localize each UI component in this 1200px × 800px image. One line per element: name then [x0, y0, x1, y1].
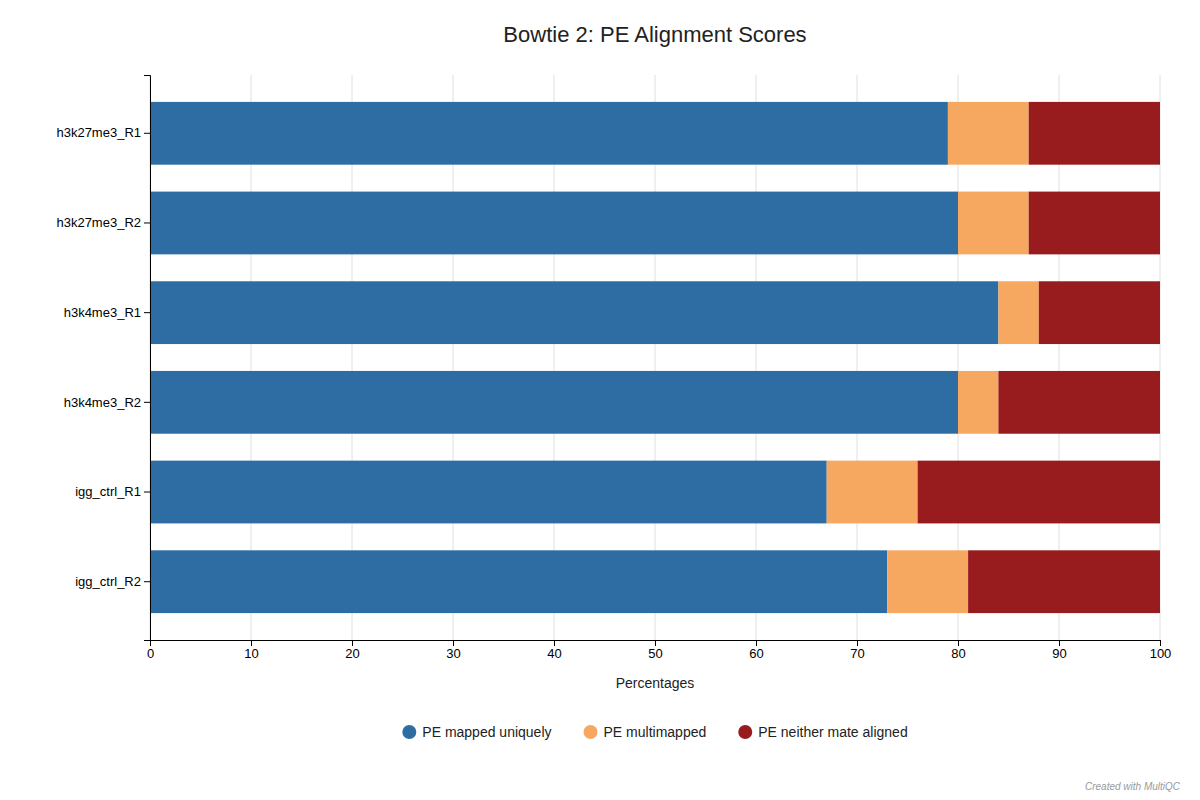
series-bars [150, 102, 998, 613]
bar [1029, 192, 1160, 255]
bar [150, 371, 958, 434]
x-tick-mark [857, 640, 858, 646]
x-tick-label: 100 [1150, 646, 1172, 661]
y-tick-mark [144, 222, 150, 223]
bar [998, 281, 1038, 344]
x-tick-label: 60 [749, 646, 763, 661]
x-tick: 60 [749, 640, 763, 661]
x-tick-mark [352, 640, 353, 646]
legend-item: PE neither mate aligned [738, 724, 907, 740]
chart-svg: 0102030405060708090100h3k27me3_R1h3k27me… [0, 0, 1200, 800]
bar [958, 371, 998, 434]
y-tick-label: h3k27me3_R2 [56, 215, 141, 230]
legend-label: PE mapped uniquely [422, 724, 551, 740]
chart-container: 0102030405060708090100h3k27me3_R1h3k27me… [0, 0, 1200, 800]
x-tick-mark [1160, 640, 1161, 646]
y-tick-label: h3k27me3_R1 [56, 125, 141, 140]
legend-swatch [738, 725, 752, 739]
bar [150, 550, 887, 613]
series-bars [827, 102, 1039, 613]
y-tick: igg_ctrl_R2 [75, 574, 150, 589]
y-tick: igg_ctrl_R1 [75, 484, 150, 499]
y-tick: h3k27me3_R1 [56, 125, 150, 140]
legend-label: PE multimapped [604, 724, 707, 740]
x-tick: 100 [1150, 640, 1172, 661]
bars [150, 102, 1160, 613]
x-tick-mark [756, 640, 757, 646]
legend-swatch [402, 725, 416, 739]
legend-swatch [584, 725, 598, 739]
y-tick-label: igg_ctrl_R2 [75, 574, 141, 589]
x-tick: 50 [648, 640, 662, 661]
legend-item: PE mapped uniquely [402, 724, 551, 740]
x-tick-label: 30 [446, 646, 460, 661]
y-tick-mark [144, 312, 150, 313]
bar [150, 281, 998, 344]
y-tick-label: igg_ctrl_R1 [75, 484, 141, 499]
y-tick: h3k27me3_R2 [56, 215, 150, 230]
bar [1029, 102, 1160, 165]
bar [918, 461, 1160, 524]
legend: PE mapped uniquely PE multimapped PE neith… [402, 724, 907, 740]
x-axis-line [151, 641, 1161, 647]
bar [948, 102, 1029, 165]
x-axis: 0 10 20 30 40 50 60 70 80 90 100 [147, 640, 1171, 661]
x-tick: 10 [244, 640, 258, 661]
bar [887, 550, 968, 613]
x-tick-mark [958, 640, 959, 646]
x-tick-mark [251, 640, 252, 646]
x-tick: 20 [345, 640, 359, 661]
y-tick-mark [144, 133, 150, 134]
series-bars [918, 102, 1160, 613]
y-axis-line [144, 76, 151, 641]
legend-label: PE neither mate aligned [758, 724, 907, 740]
x-tick-label: 90 [1052, 646, 1066, 661]
title: Bowtie 2: PE Alignment Scores [503, 22, 806, 47]
x-tick: 40 [547, 640, 561, 661]
x-tick-label: 10 [244, 646, 258, 661]
x-tick-label: 20 [345, 646, 359, 661]
x-tick: 70 [850, 640, 864, 661]
x-tick-mark [554, 640, 555, 646]
bar [150, 461, 827, 524]
x-axis-label: Percentages [616, 675, 695, 691]
y-tick-mark [144, 402, 150, 403]
x-tick-label: 70 [850, 646, 864, 661]
grid [150, 75, 1160, 640]
x-tick: 0 [147, 640, 154, 661]
x-tick-mark [1059, 640, 1060, 646]
x-tick-label: 80 [951, 646, 965, 661]
bar [958, 192, 1029, 255]
y-axis: h3k27me3_R1 h3k27me3_R2 h3k4me3_R1 h3k4me3_… [56, 76, 150, 641]
x-tick: 90 [1052, 640, 1066, 661]
y-tick: h3k4me3_R1 [64, 305, 150, 320]
x-tick-label: 50 [648, 646, 662, 661]
y-tick: h3k4me3_R2 [64, 395, 150, 410]
y-tick-mark [144, 492, 150, 493]
legend-item: PE multimapped [584, 724, 707, 740]
annotation: Created with MultiQC [1085, 781, 1181, 792]
bar [150, 192, 958, 255]
x-tick: 80 [951, 640, 965, 661]
bar [968, 550, 1160, 613]
y-tick-mark [144, 581, 150, 582]
bar [998, 371, 1160, 434]
y-tick-label: h3k4me3_R2 [64, 395, 141, 410]
x-tick-label: 0 [147, 646, 154, 661]
x-tick-mark [453, 640, 454, 646]
bar [827, 461, 918, 524]
x-tick: 30 [446, 640, 460, 661]
bar [1039, 281, 1160, 344]
x-tick-label: 40 [547, 646, 561, 661]
bar [150, 102, 948, 165]
x-tick-mark [655, 640, 656, 646]
y-tick-label: h3k4me3_R1 [64, 305, 141, 320]
